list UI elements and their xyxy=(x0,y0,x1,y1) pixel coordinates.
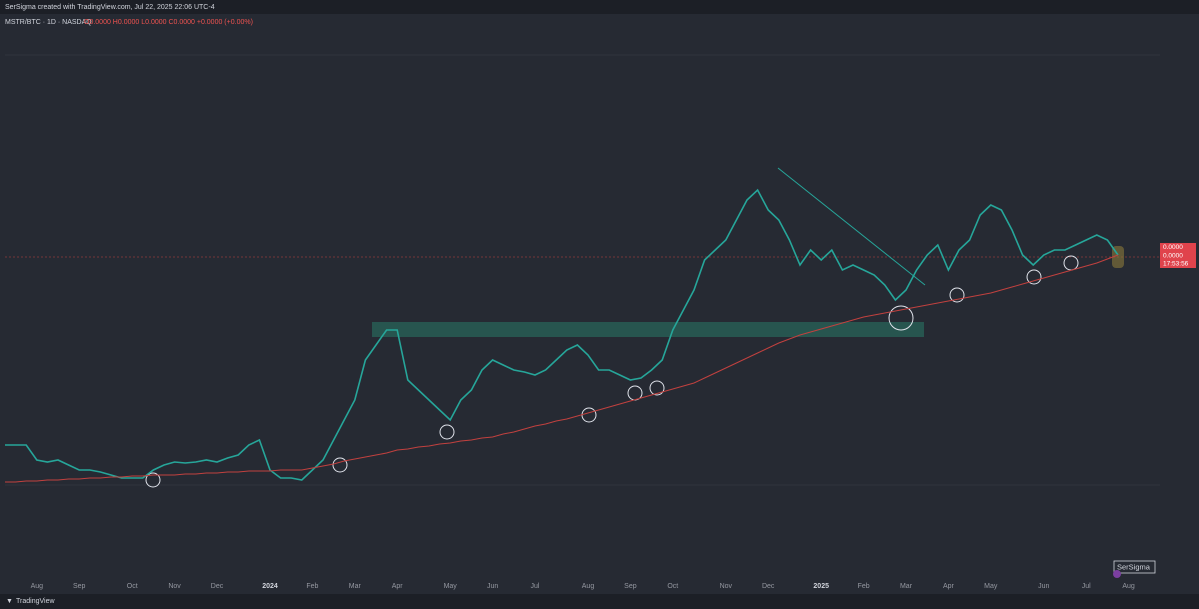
x-tick-label: Dec xyxy=(762,583,775,590)
watermark: SerSigma xyxy=(1117,562,1151,571)
circle xyxy=(1026,269,1042,285)
x-tick-label: Jun xyxy=(1038,583,1049,590)
x-tick-label: Jun xyxy=(487,583,498,590)
circle xyxy=(949,287,965,303)
x-tick-label: Apr xyxy=(943,583,955,590)
circle xyxy=(439,424,455,440)
x-tick-label: Feb xyxy=(858,583,870,590)
circle xyxy=(888,305,914,331)
x-tick-label: Nov xyxy=(168,583,181,590)
x-tick-label: Nov xyxy=(720,583,733,590)
x-tick-label: Aug xyxy=(582,583,595,590)
countdown: 17:53:56 xyxy=(1163,261,1189,268)
price-label: 0.0000 xyxy=(1163,253,1183,260)
x-tick-label: Apr xyxy=(392,583,404,590)
price-label: 0.0000 xyxy=(1163,244,1183,251)
support-zone xyxy=(372,322,924,337)
x-tick-label: Jul xyxy=(531,583,540,590)
x-tick-label: Jul xyxy=(1082,583,1091,590)
plot: Aug Sep Oct Nov Dec 2024 Feb Mar Apr May Jun Jul Aug… xyxy=(5,188,1135,590)
circles xyxy=(145,255,1079,488)
price-label-box xyxy=(1160,243,1196,252)
x-tick-label: May xyxy=(444,583,458,590)
price-label-box xyxy=(1160,252,1196,268)
x-tick-label: Mar xyxy=(900,583,913,590)
footer: TradingView xyxy=(16,598,55,605)
x-tick-label: Mar xyxy=(349,583,362,590)
x-tick-label: Feb xyxy=(306,583,318,590)
circle xyxy=(332,457,348,473)
x-tick-label: 2024 xyxy=(262,583,278,590)
x-tick-label: May xyxy=(984,583,998,590)
trend-line xyxy=(777,167,926,286)
x-tick-label: Aug xyxy=(1122,583,1135,590)
x-tick-label: 2025 xyxy=(813,583,829,590)
footer-bar xyxy=(0,594,1199,609)
credit: SerSigma created with TradingView.com, J… xyxy=(5,4,215,11)
logo: ▼ xyxy=(6,598,13,605)
avatar xyxy=(1113,570,1121,578)
watermark-box xyxy=(1113,560,1156,574)
x-tick-label: Aug xyxy=(31,583,44,590)
x-tick-label: Oct xyxy=(667,583,678,590)
series-line xyxy=(5,254,1119,483)
circle xyxy=(145,472,161,488)
x-tick-label: Oct xyxy=(127,583,138,590)
x-tick-label: Sep xyxy=(624,583,637,590)
x-tick-label: Sep xyxy=(73,583,86,590)
series-line xyxy=(5,188,1119,481)
symbol: MSTR/BTC · 1D · NASDAQ xyxy=(5,19,92,26)
ohlc: O0.0000 H0.0000 L0.0000 C0.0000 +0.0000 … xyxy=(84,19,253,26)
x-tick-label: Dec xyxy=(211,583,224,590)
top-bar xyxy=(0,0,1199,14)
circle xyxy=(649,380,665,396)
